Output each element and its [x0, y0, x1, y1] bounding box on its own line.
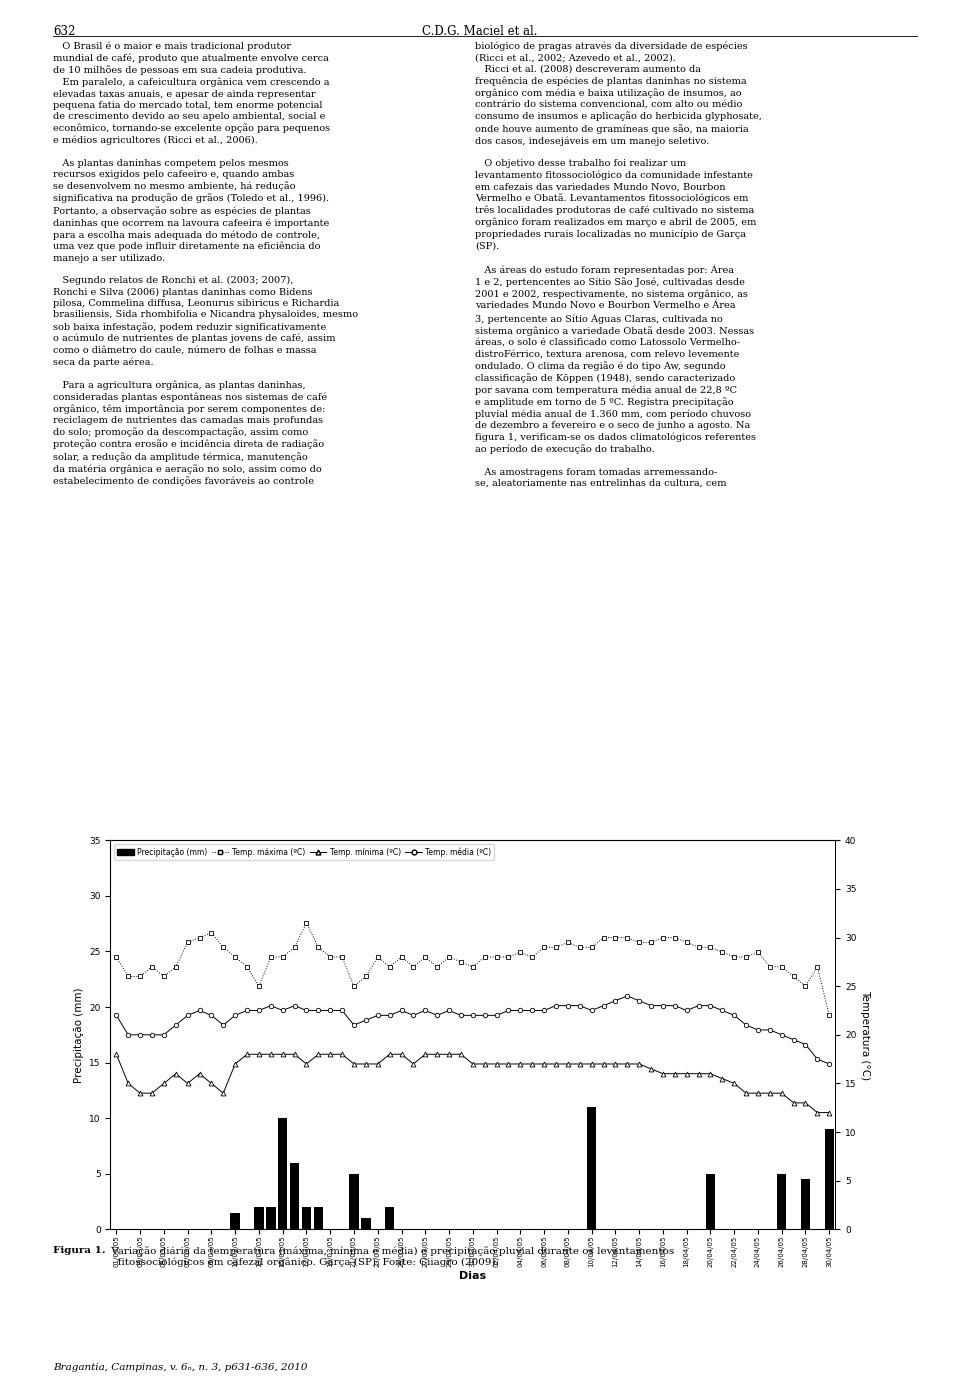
Bar	[254, 1207, 264, 1229]
X-axis label: Dias: Dias	[459, 1271, 487, 1281]
Bar	[230, 1213, 240, 1229]
Bar	[361, 1218, 371, 1229]
Bar	[825, 1129, 834, 1229]
Text: 632: 632	[53, 25, 75, 38]
Text: C.D.G. Maciel et al.: C.D.G. Maciel et al.	[422, 25, 538, 38]
Text: biológico de pragas através da diversidade de espécies
(Ricci et al., 2002; Azev: biológico de pragas através da diversida…	[475, 42, 762, 488]
Bar	[278, 1118, 287, 1229]
Text: O Brasil é o maior e mais tradicional produtor
mundial de café, produto que atua: O Brasil é o maior e mais tradicional pr…	[53, 42, 358, 486]
Bar	[801, 1179, 810, 1229]
Bar	[301, 1207, 311, 1229]
Y-axis label: Temperatura (°C): Temperatura (°C)	[860, 990, 871, 1079]
Text: Figura 1.: Figura 1.	[53, 1246, 106, 1254]
Bar	[266, 1207, 276, 1229]
Y-axis label: Precipitação (mm): Precipitação (mm)	[74, 988, 84, 1082]
Text: Bragantia, Campinas, v. 6ₙ, n. 3, p631-636, 2010: Bragantia, Campinas, v. 6ₙ, n. 3, p631-6…	[53, 1364, 307, 1372]
Legend: Precipitação (mm), Temp. máxima (ºC), Temp. mínima (ºC), Temp. média (ºC): Precipitação (mm), Temp. máxima (ºC), Te…	[114, 845, 494, 860]
Bar	[290, 1163, 300, 1229]
Bar	[777, 1174, 786, 1229]
Bar	[349, 1174, 359, 1229]
Bar	[706, 1174, 715, 1229]
Bar	[385, 1207, 395, 1229]
Bar	[587, 1107, 596, 1229]
Bar	[314, 1207, 324, 1229]
Text: Variação diária da temperatura (máxima, mínima e média) e precipitação pluvial d: Variação diária da temperatura (máxima, …	[108, 1246, 675, 1267]
